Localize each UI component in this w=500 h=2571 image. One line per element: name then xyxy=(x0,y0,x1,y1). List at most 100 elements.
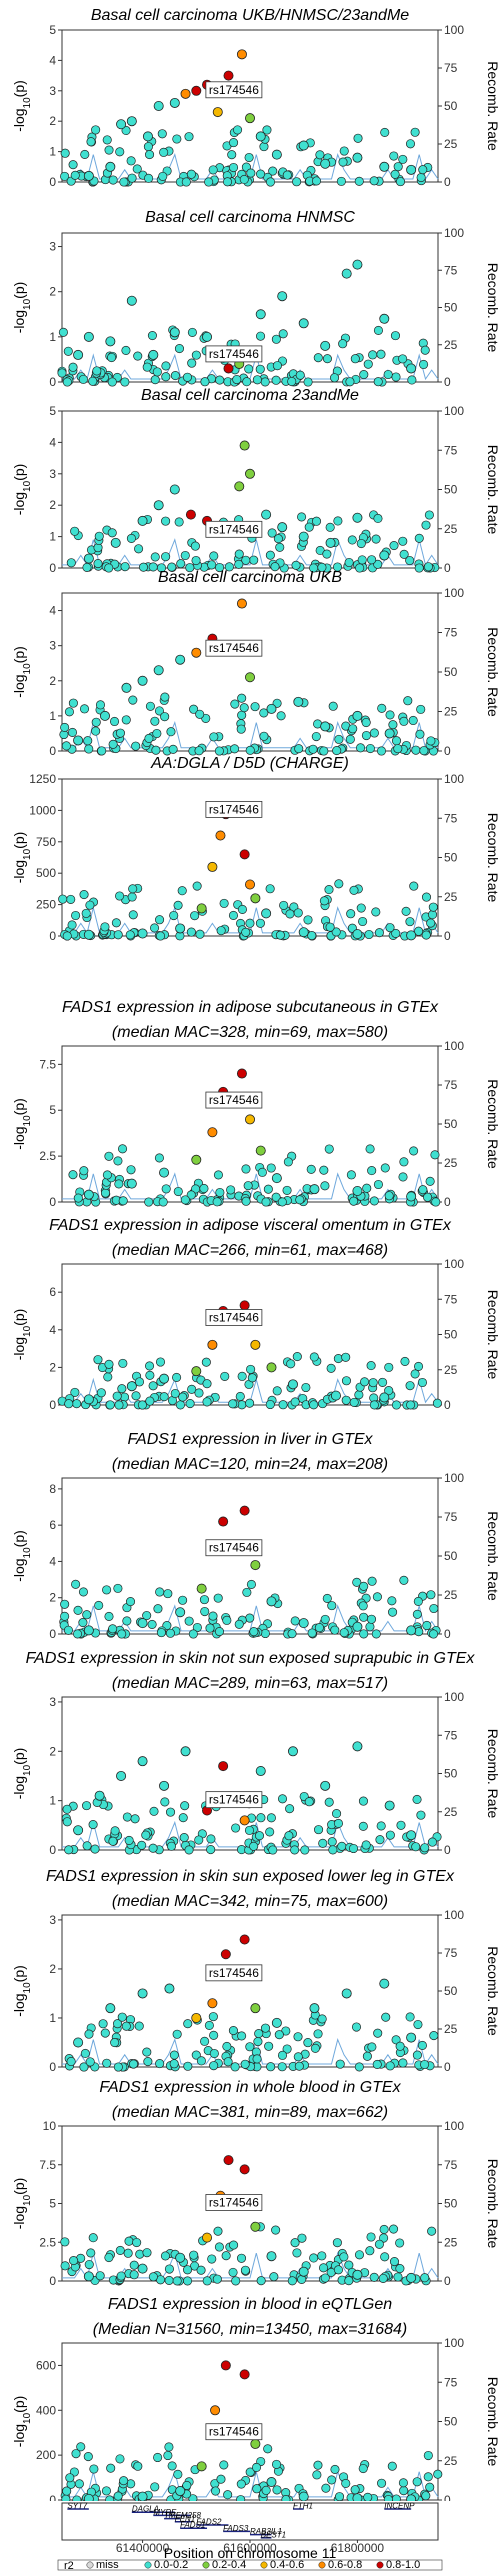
snp-point xyxy=(214,746,224,756)
snp-point xyxy=(82,562,92,572)
snp-point xyxy=(325,522,335,532)
snp-point xyxy=(433,2469,443,2479)
snp-point xyxy=(85,2057,95,2067)
snp-point xyxy=(373,513,383,524)
snp-point xyxy=(191,2012,202,2023)
snp-point xyxy=(391,736,402,746)
snp-point xyxy=(327,1601,337,1611)
snp-point xyxy=(207,1998,218,2009)
snp-point xyxy=(278,329,288,339)
snp-point xyxy=(66,558,76,568)
snp-point xyxy=(237,2031,247,2041)
y-tick-label: 1 xyxy=(49,145,56,159)
snp-point xyxy=(105,1400,115,1410)
snp-point xyxy=(271,149,282,160)
snp-point xyxy=(133,351,143,361)
legend-swatch xyxy=(318,2561,326,2569)
snp-point xyxy=(180,1746,191,1757)
panel-9: FADS1 expression in skin not sun exposed… xyxy=(11,1650,500,1857)
snp-point xyxy=(157,129,167,139)
snp-point xyxy=(105,161,116,172)
y-tick-label: 1 xyxy=(49,330,56,344)
y-tick-label: 600 xyxy=(36,2358,56,2372)
snp-point xyxy=(191,1154,202,1165)
snp-point xyxy=(266,1596,277,1607)
lead-snp-label: rs174546 xyxy=(209,347,259,361)
snp-point xyxy=(196,903,207,914)
snp-point xyxy=(369,176,379,186)
snp-point xyxy=(74,2479,84,2489)
snp-point xyxy=(352,1621,363,1632)
snp-point xyxy=(170,1388,180,1399)
y2-tick-label: 75 xyxy=(444,811,458,825)
y-tick-label: 4 xyxy=(49,604,56,618)
snp-point xyxy=(337,1841,347,1851)
snp-point xyxy=(255,918,265,928)
legend-swatch xyxy=(376,2561,384,2569)
snp-point xyxy=(314,1623,324,1633)
snp-point xyxy=(161,516,171,526)
panel-subtitle: (median MAC=266, min=61, max=468) xyxy=(112,1242,388,1259)
snp-point xyxy=(417,1377,428,1388)
snp-point xyxy=(241,927,251,937)
snp-point xyxy=(223,2155,234,2166)
snp-point xyxy=(287,1379,298,1390)
snp-point xyxy=(215,1187,225,1198)
snp-point xyxy=(365,1622,375,1632)
snp-point xyxy=(183,2019,193,2029)
snp-point xyxy=(320,158,331,169)
snp-point xyxy=(99,710,110,721)
snp-point xyxy=(245,2467,255,2477)
snp-point xyxy=(181,177,191,187)
snp-point xyxy=(414,563,424,573)
snp-point xyxy=(306,1164,316,1174)
x-tick-label: 61800000 xyxy=(331,2541,385,2555)
y-tick-label: 1 xyxy=(49,709,56,723)
snp-point xyxy=(97,746,107,756)
snp-point xyxy=(359,1581,369,1591)
snp-point xyxy=(98,2019,108,2029)
snp-point xyxy=(166,727,176,737)
lead-snp-label: rs174546 xyxy=(209,802,259,816)
snp-point xyxy=(420,345,430,355)
legend-label: 0.8-1.0 xyxy=(386,2559,420,2571)
snp-point xyxy=(218,1761,229,1772)
snp-point xyxy=(83,929,94,940)
snp-point xyxy=(108,175,118,185)
snp-point xyxy=(420,2059,430,2070)
snp-point xyxy=(180,1195,190,1205)
snp-point xyxy=(257,1167,267,1177)
snp-point xyxy=(95,2271,105,2281)
snp-point xyxy=(401,906,411,916)
snp-point xyxy=(137,2263,148,2274)
snp-point xyxy=(429,2031,439,2041)
snp-point xyxy=(346,1170,356,1180)
gene-label: BEST1 xyxy=(261,2530,286,2539)
snp-point xyxy=(188,1629,198,1639)
snp-point xyxy=(431,1197,441,1207)
y-tick-label: 200 xyxy=(36,2448,56,2462)
snp-point xyxy=(104,2252,114,2263)
snp-point xyxy=(304,522,314,532)
snp-point xyxy=(189,2250,199,2260)
snp-point xyxy=(333,1354,343,1364)
snp-point xyxy=(73,1825,84,1836)
snp-point xyxy=(239,440,250,451)
snp-point xyxy=(311,731,321,742)
snp-point xyxy=(125,930,135,940)
snp-point xyxy=(398,2058,408,2068)
lead-snp-label: rs174546 xyxy=(209,1966,259,1980)
snp-point xyxy=(421,520,431,530)
y-tick-label: 0 xyxy=(49,1627,56,1641)
snp-point xyxy=(64,1399,74,1409)
y-tick-label: 1 xyxy=(49,2011,56,2025)
snp-point xyxy=(176,559,186,569)
snp-point xyxy=(83,1625,94,1636)
lead-snp-box xyxy=(205,520,263,538)
snp-point xyxy=(330,1390,341,1401)
snp-point xyxy=(60,171,70,181)
snp-point xyxy=(60,148,70,158)
snp-point xyxy=(70,1387,80,1397)
snp-point xyxy=(255,1766,266,1777)
